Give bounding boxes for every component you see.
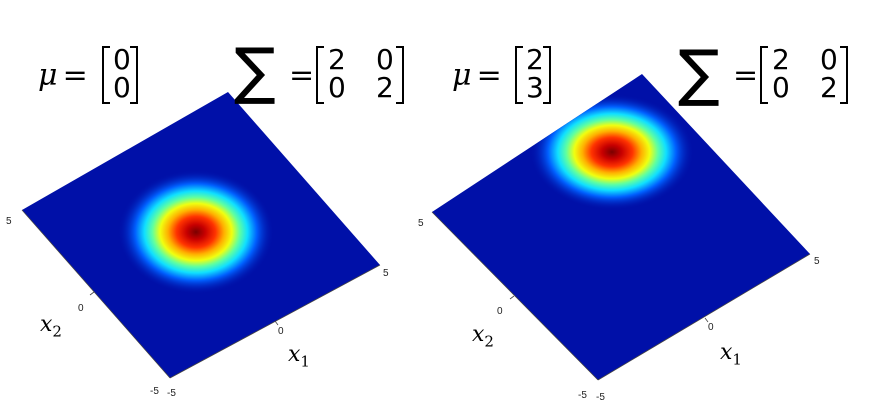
tick-x2-bottom: -5 — [578, 390, 587, 401]
surface-left — [21, 92, 381, 379]
mu-entry: 0 — [113, 71, 131, 104]
x1-axis-right — [597, 253, 811, 381]
sigma-entry: 2 — [772, 43, 790, 76]
tick-x1-right: 5 — [383, 268, 389, 279]
equals-sign: = — [289, 58, 315, 93]
x2-axis-left — [21, 209, 171, 379]
sigma-symbol: ∑ — [234, 34, 276, 107]
mu-entry: 3 — [526, 71, 544, 104]
sigma-entry: 2 — [820, 71, 838, 104]
mu-symbol: μ — [452, 58, 472, 93]
tick-x2-top: 5 — [6, 216, 12, 227]
mu-label-left: μ = — [38, 58, 88, 93]
tick-x1-mid: 0 — [278, 326, 284, 337]
mu-vector-left: 0 0 — [102, 43, 138, 104]
mu-vector-right: 2 3 — [515, 43, 551, 104]
tick-x1-left: -5 — [167, 388, 176, 399]
tick-x2-top: 5 — [418, 218, 424, 229]
tick-x2-bottom: -5 — [150, 386, 159, 397]
sigma-entry: 0 — [820, 43, 838, 76]
tick-x1-left: -5 — [596, 392, 605, 403]
sigma-entry: 0 — [772, 71, 790, 104]
equals-sign: = — [733, 58, 759, 93]
sigma-entry: 2 — [376, 71, 394, 104]
surface-right — [431, 74, 811, 381]
density-peak-right — [530, 94, 694, 210]
mu-label-right: μ = — [452, 58, 502, 93]
x1-axis-label-right: x1 — [720, 340, 742, 369]
tick-x1-right: 5 — [814, 256, 820, 267]
x2-axis-label-right: x2 — [472, 322, 494, 351]
mu-entry: 0 — [113, 43, 131, 76]
sigma-label-left: ∑ — [234, 40, 276, 102]
sigma-entry: 2 — [328, 43, 346, 76]
sigma-entry: 0 — [376, 43, 394, 76]
equals-sign: = — [62, 58, 88, 93]
mu-symbol: μ — [38, 58, 58, 93]
sigma-matrix-left: 2 0 0 2 — [316, 43, 404, 104]
mu-entry: 2 — [526, 43, 544, 76]
x2-axis-right — [431, 211, 599, 381]
equals-sign: = — [476, 58, 502, 93]
sigma-matrix-right: 2 0 0 2 — [760, 43, 848, 104]
surface-right-plane — [432, 74, 810, 380]
sigma-label-right: ∑ — [678, 42, 720, 104]
sigma-symbol: ∑ — [678, 36, 720, 109]
tick-x2-mid: 0 — [78, 303, 84, 314]
tick-x1-mid: 0 — [708, 322, 714, 333]
x1-axis-label-left: x1 — [288, 342, 310, 371]
tick-x2-mid: 0 — [497, 306, 503, 317]
x2-axis-label-left: x2 — [40, 312, 62, 341]
density-peak-left — [118, 170, 274, 294]
sigma-entry: 0 — [328, 71, 346, 104]
